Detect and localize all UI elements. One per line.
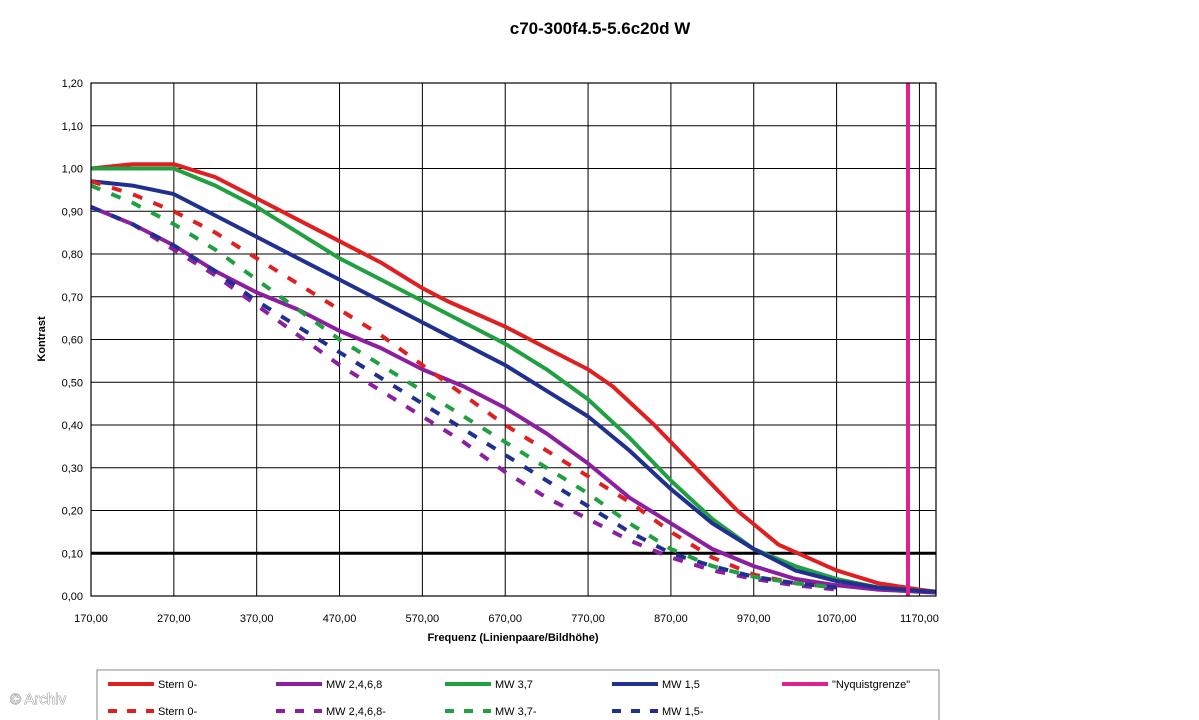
legend-label: MW 2,4,6,8 xyxy=(326,679,382,691)
x-tick-label: 370,00 xyxy=(240,613,274,625)
y-tick-label: 1,10 xyxy=(62,121,83,133)
x-tick-label: 970,00 xyxy=(737,613,771,625)
y-tick-label: 0,80 xyxy=(62,249,83,261)
legend-label: MW 3,7- xyxy=(495,706,537,718)
x-tick-label: 1170,00 xyxy=(900,613,939,625)
x-tick-label: 670,00 xyxy=(488,613,522,625)
series-line-stern-0-solid xyxy=(90,162,937,594)
legend-label: MW 1,5- xyxy=(662,706,704,718)
legend-label: MW 3,7 xyxy=(495,679,533,691)
y-tick-label: 0,00 xyxy=(62,591,83,603)
series-line-mw-3-7solid xyxy=(91,166,937,594)
series-line-mw-2-4-6-8-dashed xyxy=(90,205,837,592)
y-tick-label: 0,40 xyxy=(62,420,83,432)
y-tick-label: 0,20 xyxy=(62,506,83,518)
x-tick-label: 570,00 xyxy=(406,613,440,625)
x-tick-label: 270,00 xyxy=(157,613,191,625)
y-tick-label: 0,90 xyxy=(62,206,83,218)
legend: Stern 0- MW 2,4,6,8 MW 3,7 MW 1,5 "Nyquistgr… xyxy=(96,669,940,720)
legend-box xyxy=(96,669,940,720)
x-tick-label: 770,00 xyxy=(571,613,605,625)
y-tick-label: 0,30 xyxy=(62,463,83,475)
y-tick-label: 1,00 xyxy=(62,164,83,176)
grid xyxy=(90,82,936,597)
series-line-mw-1-5solid xyxy=(90,179,937,594)
legend-label: MW 1,5 xyxy=(662,679,700,691)
y-axis-label: Kontrast xyxy=(36,316,48,362)
legend-label: "Nyquistgrenze" xyxy=(832,679,910,691)
watermark: © Archiv xyxy=(10,691,67,708)
x-tick-label: 870,00 xyxy=(654,613,688,625)
y-tick-label: 1,20 xyxy=(62,78,83,90)
series-line-mw-1-5-dashed xyxy=(90,205,837,590)
legend-label: Stern 0- xyxy=(158,679,197,691)
y-tick-label: 0,60 xyxy=(62,335,83,347)
chart-title: c70-300f4.5-5.6c20d W xyxy=(510,19,691,38)
legend-label: Stern 0- xyxy=(158,706,197,718)
series-group xyxy=(90,83,937,596)
y-tick-label: 0,70 xyxy=(62,292,83,304)
y-tick-label: 0,10 xyxy=(62,548,83,560)
plot-frame xyxy=(90,82,937,597)
axes: 0,00 0,10 0,20 0,30 0,40 0,50 0,60 0,70 0,80 0,90… xyxy=(62,78,939,625)
series-line-mw-2-4-6-8solid xyxy=(90,205,937,595)
series-line-mw-3-7-dashed xyxy=(90,183,837,590)
series-line-stern-0-dashed xyxy=(90,179,837,590)
x-axis-label: Frequenz (Linienpaare/Bildhöhe) xyxy=(427,632,598,644)
legend-label: MW 2,4,6,8- xyxy=(326,706,386,718)
x-tick-label: 1070,00 xyxy=(817,613,857,625)
x-tick-label: 170,00 xyxy=(74,613,108,625)
x-tick-label: 470,00 xyxy=(323,613,357,625)
y-tick-label: 0,50 xyxy=(62,377,83,389)
